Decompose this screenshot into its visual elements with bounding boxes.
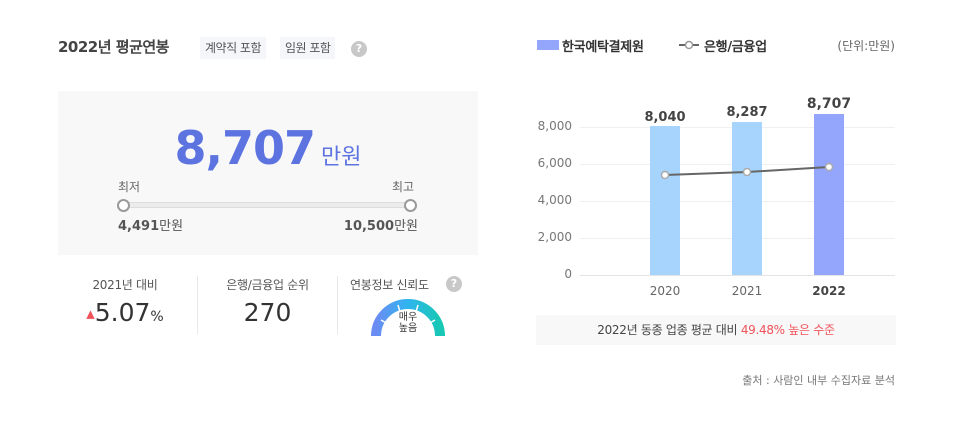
- bar-label-2021: 8,287: [726, 105, 768, 120]
- legend-series1: 한국예탁결제원: [562, 40, 644, 55]
- tag-executive: 임원 포함: [280, 37, 336, 59]
- x-tick: 2021: [731, 284, 763, 298]
- y-tick: 4,000: [537, 193, 572, 207]
- max-value: 10,500만원: [343, 219, 418, 234]
- y-tick: 8,000: [537, 119, 572, 133]
- bar-label-2020: 8,040: [644, 110, 686, 125]
- reliability-gauge: [371, 299, 445, 337]
- rank-value: 270: [243, 298, 292, 327]
- x-tick: 2022: [812, 284, 846, 298]
- salary-range-track: [124, 202, 412, 208]
- min-label: 최저: [118, 180, 141, 194]
- average-salary: 8,707 만원: [58, 121, 478, 175]
- x-tick: 2020: [649, 284, 681, 298]
- gauge-text: 매우 높음: [398, 312, 418, 334]
- max-knob: [404, 199, 417, 212]
- max-label: 최고: [392, 180, 415, 194]
- bar-2021[interactable]: [732, 122, 762, 275]
- yoy-value: ▲5.07%: [86, 298, 164, 327]
- legend-bar-swatch: [537, 40, 559, 50]
- industry-line: [660, 162, 834, 180]
- divider: [337, 276, 338, 334]
- salary-panel: 8,707 만원 최저 최고 4,491만원 10,500만원: [58, 91, 478, 255]
- bar-2022[interactable]: [814, 114, 844, 275]
- x-axis: [580, 275, 895, 276]
- divider: [197, 276, 198, 334]
- legend-line-icon: [679, 40, 699, 50]
- question-circle-icon[interactable]: ?: [351, 41, 367, 57]
- y-tick: 2,000: [537, 230, 572, 244]
- min-knob: [117, 199, 130, 212]
- y-tick: 6,000: [537, 156, 572, 170]
- source-note: 출처 : 사람인 내부 수집자료 분석: [742, 374, 895, 387]
- yoy-label: 2021년 대비: [92, 278, 158, 292]
- tag-contract: 계약직 포함: [200, 37, 267, 59]
- comparison-summary: 2022년 동종 업종 평균 대비 49.48% 높은 수준: [536, 315, 896, 345]
- min-value: 4,491만원: [118, 219, 184, 234]
- salary-value: 8,707: [174, 121, 317, 175]
- y-tick: 0: [564, 267, 572, 281]
- triangle-up-icon: ▲: [86, 307, 95, 321]
- salary-unit: 만원: [321, 145, 362, 170]
- question-circle-icon[interactable]: ?: [446, 276, 462, 292]
- legend-series2: 은행/금융업: [704, 40, 767, 55]
- page-title: 2022년 평균연봉: [58, 38, 169, 56]
- reliability-label: 연봉정보 신뢰도: [350, 278, 429, 292]
- bar-2020[interactable]: [650, 126, 680, 275]
- unit-note: (단위:만원): [837, 39, 895, 53]
- bar-label-2022: 8,707: [806, 96, 852, 112]
- rank-label: 은행/금융업 순위: [226, 278, 309, 292]
